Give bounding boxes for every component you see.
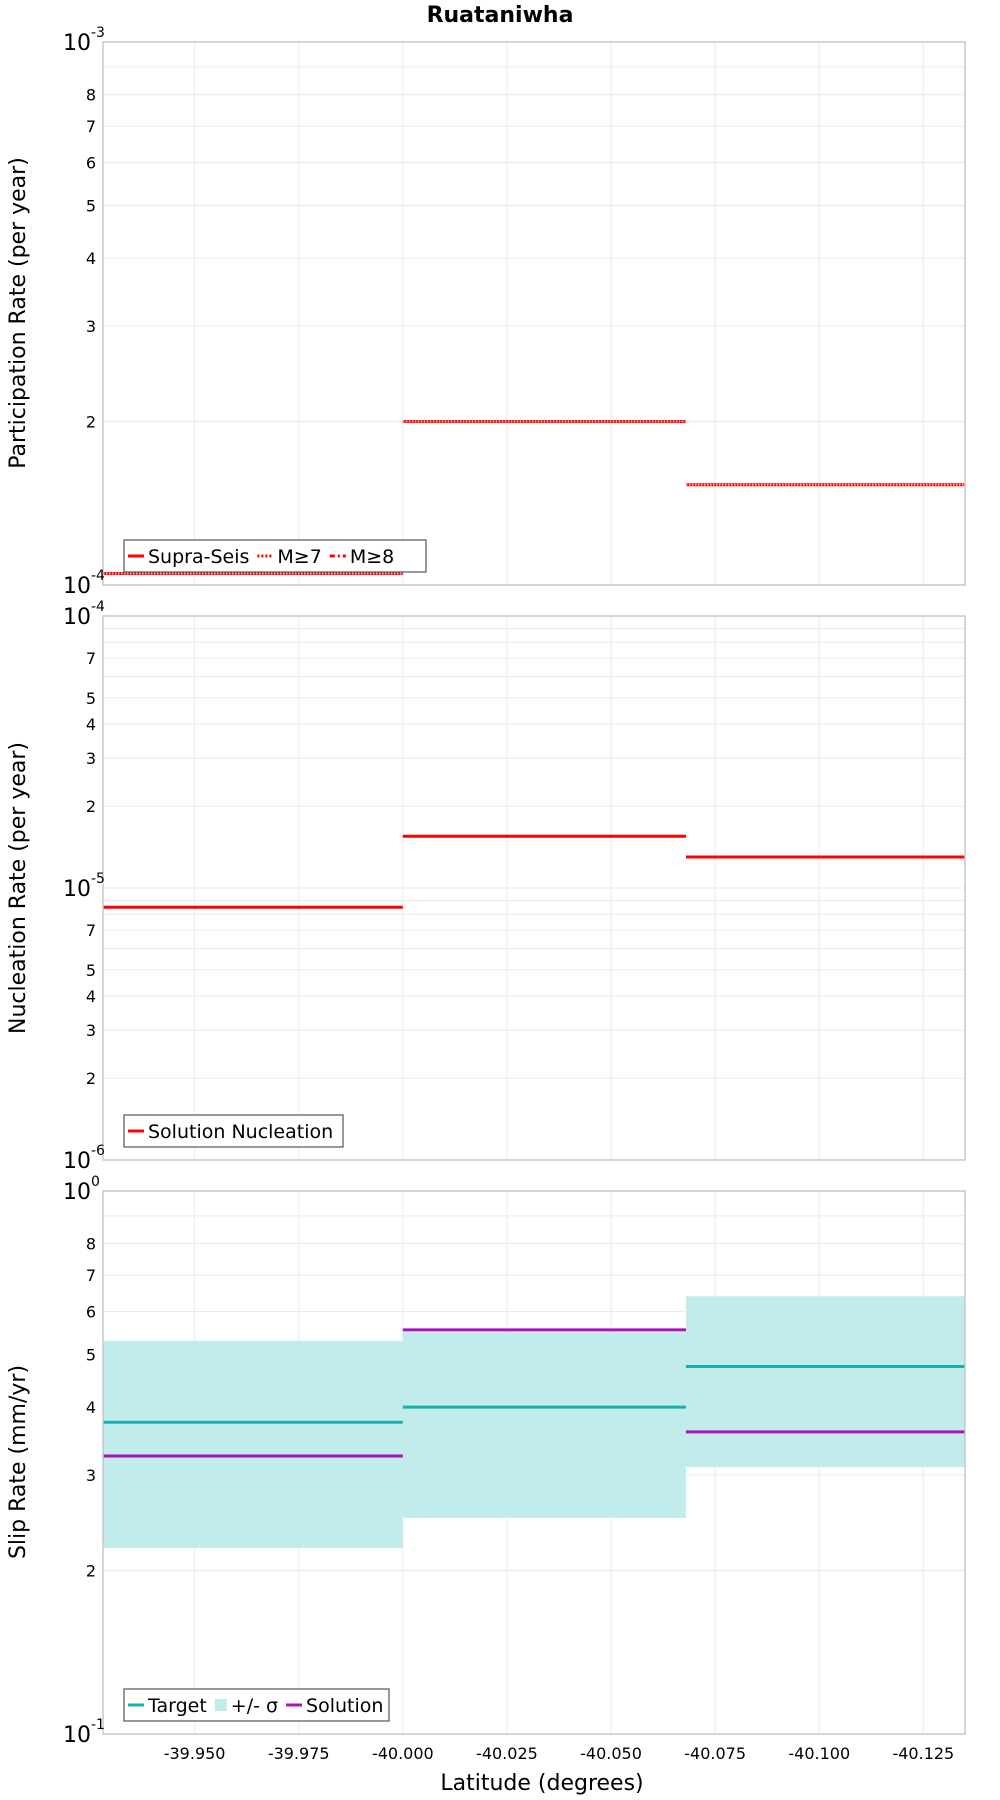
legend-box (123, 1114, 344, 1148)
y-tick-label: 4 (86, 249, 96, 268)
y-tick-label: 4 (86, 1398, 96, 1417)
y-tick-label: 10 (63, 1723, 91, 1748)
y-tick-label: 2 (86, 413, 96, 432)
y-tick-label: 6 (86, 153, 96, 172)
legend-label: +/- σ (231, 1695, 278, 1717)
chart-title: Ruataniwha (427, 3, 574, 28)
x-tick-label: -40.100 (788, 1744, 850, 1763)
y-tick-label: 3 (86, 317, 96, 336)
y-tick-label: 8 (86, 86, 96, 105)
plot-frame (102, 1190, 966, 1735)
y-tick-label: 5 (86, 196, 96, 215)
y-tick-label: 3 (86, 1021, 96, 1040)
y-tick-label: 7 (86, 1266, 96, 1285)
sigma-band (402, 1331, 686, 1518)
y-tick-label: 7 (86, 921, 96, 940)
y-tick-label: 2 (86, 1069, 96, 1088)
y-tick-label: 10 (63, 1149, 91, 1174)
legend-swatch (214, 1699, 227, 1711)
legend-label: M≥7 (277, 546, 321, 568)
y-tick-label: 3 (86, 749, 96, 768)
legend: Target +/- σ Solution (123, 1688, 390, 1722)
legend: Supra-Seis M≥7 M≥8 (123, 539, 427, 573)
plot-frame (102, 41, 966, 586)
y-tick-label: 8 (86, 1235, 96, 1254)
y-tick-label: 10 (63, 605, 91, 630)
sigma-band (103, 1340, 403, 1549)
y-tick-label: 6 (86, 1302, 96, 1321)
y-tick-exponent: 0 (91, 1174, 100, 1190)
legend-label: M≥8 (350, 546, 394, 568)
x-tick-label: -39.975 (268, 1744, 330, 1763)
legend-box (123, 1688, 390, 1722)
x-tick-label: -40.000 (372, 1744, 434, 1763)
legend-label: Supra-Seis (148, 546, 249, 568)
x-axis-label: Latitude (degrees) (440, 1771, 643, 1796)
y-tick-label: 7 (86, 117, 96, 136)
y-tick-label: 10 (63, 31, 91, 56)
legend-label: Target (147, 1695, 207, 1717)
y-axis-label: Slip Rate (mm/yr) (6, 1365, 31, 1559)
x-tick-label: -40.025 (476, 1744, 538, 1763)
y-tick-exponent: -4 (91, 599, 105, 615)
y-tick-exponent: -1 (91, 1717, 105, 1733)
y-tick-exponent: -3 (91, 25, 105, 41)
y-tick-label: 10 (63, 574, 91, 599)
y-tick-label: 10 (63, 1180, 91, 1205)
y-tick-exponent: -4 (91, 568, 105, 584)
legend-box (123, 539, 427, 573)
x-tick-label: -40.075 (684, 1744, 746, 1763)
y-tick-label: 3 (86, 1466, 96, 1485)
y-tick-label: 5 (86, 689, 96, 708)
legend: Solution Nucleation (123, 1114, 344, 1148)
legend-label: Solution Nucleation (148, 1121, 333, 1143)
y-tick-label: 4 (86, 987, 96, 1006)
x-tick-label: -39.950 (164, 1744, 226, 1763)
y-tick-label: 10 (63, 877, 91, 902)
y-tick-label: 4 (86, 715, 96, 734)
y-axis-label: Nucleation Rate (per year) (6, 742, 31, 1034)
y-tick-label: 5 (86, 961, 96, 980)
x-tick-label: -40.050 (580, 1744, 642, 1763)
x-tick-label: -40.125 (892, 1744, 954, 1763)
y-tick-exponent: -6 (91, 1143, 105, 1159)
y-tick-label: 2 (86, 797, 96, 816)
y-tick-label: 2 (86, 1562, 96, 1581)
y-tick-label: 7 (86, 649, 96, 668)
plot-frame (102, 615, 966, 1161)
y-axis-label: Participation Rate (per year) (6, 157, 31, 469)
y-tick-exponent: -5 (91, 871, 105, 887)
legend-label: Solution (306, 1695, 383, 1717)
sigma-band (685, 1296, 965, 1468)
y-tick-label: 5 (86, 1345, 96, 1364)
